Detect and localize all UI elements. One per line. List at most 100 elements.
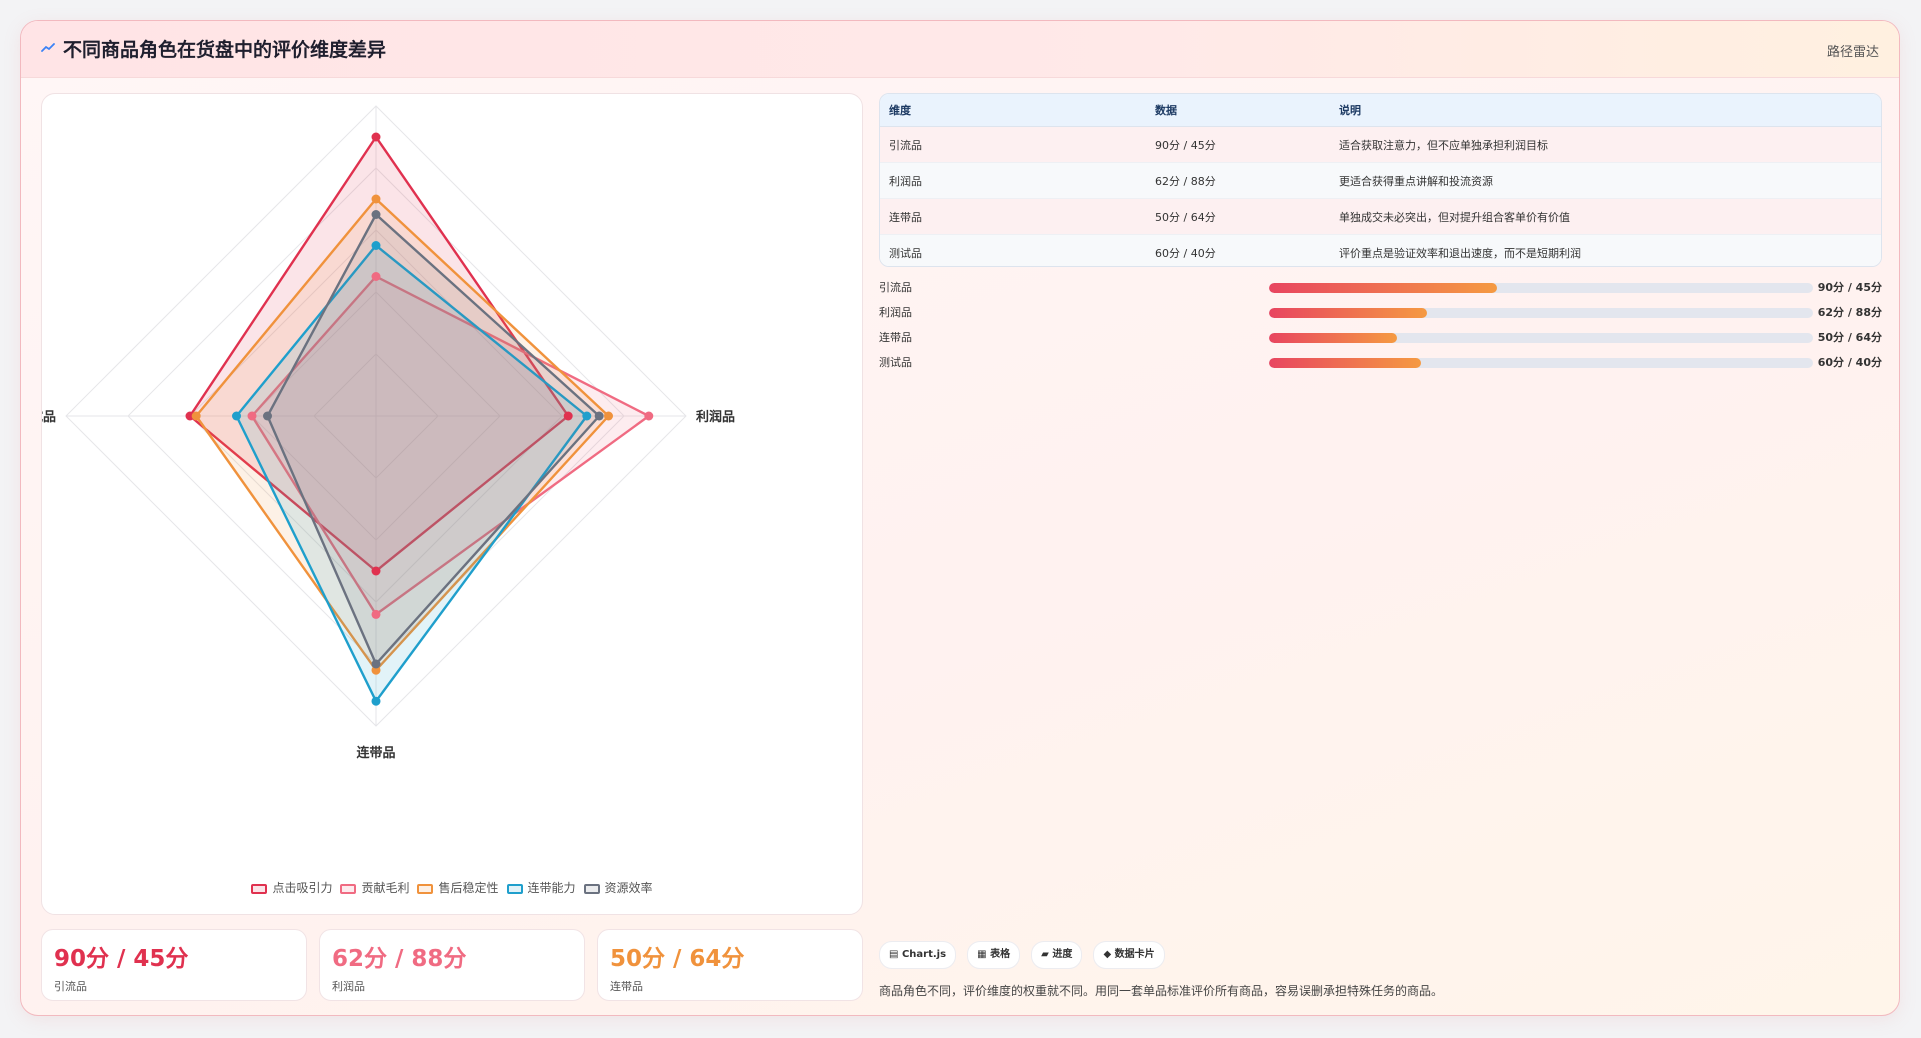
data-table: 维度 数据 说明 引流品 90分 / 45分 适合获取注意力，但不应单独承担利润… <box>879 93 1882 267</box>
table-header-description: 说明 <box>1330 94 1881 127</box>
radar-data-point <box>247 411 257 421</box>
stat-card-profit: 62分 / 88分 利润品 <box>319 929 585 1001</box>
progress-label: 连带品 <box>879 331 912 344</box>
table-cell: 50分 / 64分 <box>1146 198 1330 235</box>
table-cell: 评价重点是验证效率和退出速度，而不是短期利润 <box>1330 234 1881 266</box>
legend-item[interactable]: 售后稳定性 <box>417 879 499 896</box>
progress-row: 连带品 50分 / 64分 <box>879 327 1882 352</box>
legend-swatch <box>583 884 600 894</box>
header: 不同商品角色在货盘中的评价维度差异 路径雷达 <box>21 21 1899 78</box>
stat-card-bundle: 50分 / 64分 连带品 <box>597 929 863 1001</box>
table-header-data: 数据 <box>1146 94 1330 127</box>
radar-data-point <box>604 411 613 421</box>
radar-data-point <box>371 210 381 219</box>
table-header-dimension: 维度 <box>880 94 1146 127</box>
path-radar-label: 路径雷达 <box>1826 45 1879 60</box>
table-cell: 更适合获得重点讲解和投流资源 <box>1330 162 1881 199</box>
tag-data-card[interactable]: ◆ 数据卡片 <box>1093 941 1165 969</box>
legend-swatch <box>506 884 523 894</box>
progress-icon: ▰ <box>1041 949 1053 960</box>
tag-progress[interactable]: ▰ 进度 <box>1031 941 1083 969</box>
progress-track <box>1269 333 1813 343</box>
radar-data-point <box>371 132 381 142</box>
progress-row: 利润品 62分 / 88分 <box>879 302 1882 327</box>
radar-data-point <box>582 411 592 421</box>
progress-row: 测试品 60分 / 40分 <box>879 352 1882 377</box>
chart-line-icon <box>41 43 55 52</box>
table-cell: 单独成交未必突出，但对提升组合客单价有价值 <box>1330 198 1881 235</box>
radar-data-point <box>191 411 201 421</box>
legend-swatch <box>340 884 357 894</box>
table-row: 利润品 62分 / 88分 更适合获得重点讲解和投流资源 <box>880 162 1881 199</box>
table-cell: 测试品 <box>880 234 1146 266</box>
tag-table[interactable]: ▦ 表格 <box>967 941 1021 969</box>
legend-swatch <box>417 884 434 894</box>
legend-item[interactable]: 资源效率 <box>583 879 653 896</box>
stat-value: 50分 / 64分 <box>610 946 745 972</box>
radar-data-point <box>371 566 381 576</box>
table-row: 连带品 50分 / 64分 单独成交未必突出，但对提升组合客单价有价值 <box>880 198 1881 235</box>
legend-item[interactable]: 贡献毛利 <box>340 879 409 896</box>
radar-data-point <box>185 411 195 421</box>
progress-value: 90分 / 45分 <box>1817 281 1882 294</box>
progress-fill <box>1269 308 1427 318</box>
legend-label: 点击吸引力 <box>272 881 333 895</box>
progress-track <box>1269 358 1813 368</box>
legend-label: 连带能力 <box>527 881 576 895</box>
table-cell: 90分 / 45分 <box>1146 126 1330 163</box>
radar-axis-label: 测试品 <box>42 409 56 425</box>
stat-value: 62分 / 88分 <box>332 946 467 972</box>
progress-label: 测试品 <box>879 356 912 369</box>
chart-legend: 点击吸引力 贡献毛利 售后稳定性 连带能力 资源效率 <box>42 879 862 896</box>
radar-data-point <box>563 411 573 421</box>
table-row: 测试品 60分 / 40分 评价重点是验证效率和退出速度，而不是短期利润 <box>880 234 1881 266</box>
progress-fill <box>1269 283 1498 293</box>
table-cell: 引流品 <box>880 126 1146 163</box>
table-cell: 利润品 <box>880 162 1146 199</box>
progress-row: 引流品 90分 / 45分 <box>879 277 1882 302</box>
progress-value: 50分 / 64分 <box>1817 331 1882 344</box>
progress-list: 引流品 90分 / 45分 利润品 62分 / 88分 连带品 50分 / 64… <box>879 277 1882 377</box>
legend-label: 贡献毛利 <box>361 881 410 895</box>
progress-value: 62分 / 88分 <box>1817 306 1882 319</box>
tag-list: ▤ Chart.js ▦ 表格 ▰ 进度 ◆ 数据卡片 <box>879 941 1171 969</box>
stat-card-traffic: 90分 / 45分 引流品 <box>41 929 307 1001</box>
radar-data-point <box>371 659 381 669</box>
stat-label: 引流品 <box>54 980 87 993</box>
stat-label: 连带品 <box>610 980 643 993</box>
radar-axis-label: 利润品 <box>696 409 735 425</box>
legend-item[interactable]: 连带能力 <box>506 879 576 896</box>
table-cell: 62分 / 88分 <box>1146 162 1330 199</box>
radar-data-point <box>644 411 654 421</box>
table-cell: 连带品 <box>880 198 1146 235</box>
progress-fill <box>1269 358 1422 368</box>
stat-label: 利润品 <box>332 980 365 993</box>
progress-label: 引流品 <box>879 281 912 294</box>
card-icon: ◆ <box>1103 949 1115 960</box>
table-cell: 60分 / 40分 <box>1146 234 1330 266</box>
progress-value: 60分 / 40分 <box>1817 356 1882 369</box>
radar-data-point <box>371 665 381 675</box>
radar-data-point <box>371 696 381 706</box>
stat-value: 90分 / 45分 <box>54 946 189 972</box>
legend-swatch <box>251 884 268 894</box>
page-title: 不同商品角色在货盘中的评价维度差异 <box>63 39 387 61</box>
legend-label: 资源效率 <box>604 881 653 895</box>
radar-data-point <box>594 411 604 421</box>
radar-chart: 引流品利润品连带品测试品 <box>42 105 735 761</box>
legend-item[interactable]: 点击吸引力 <box>251 879 332 896</box>
table-icon: ▦ <box>977 949 991 960</box>
radar-data-point <box>263 411 272 421</box>
legend-label: 售后稳定性 <box>438 881 499 895</box>
radar-data-point <box>371 194 381 204</box>
progress-fill <box>1269 333 1397 343</box>
tag-chartjs[interactable]: ▤ Chart.js <box>879 941 957 969</box>
table-row: 引流品 90分 / 45分 适合获取注意力，但不应单独承担利润目标 <box>880 126 1881 163</box>
footnote: 商品角色不同，评价维度的权重就不同。用同一套单品标准评价所有商品，容易误删承担特… <box>879 984 1444 998</box>
radar-axis-label: 连带品 <box>356 745 395 761</box>
radar-data-point <box>232 411 241 421</box>
table-cell: 适合获取注意力，但不应单独承担利润目标 <box>1330 126 1881 163</box>
progress-track <box>1269 308 1813 318</box>
progress-track <box>1269 283 1813 293</box>
